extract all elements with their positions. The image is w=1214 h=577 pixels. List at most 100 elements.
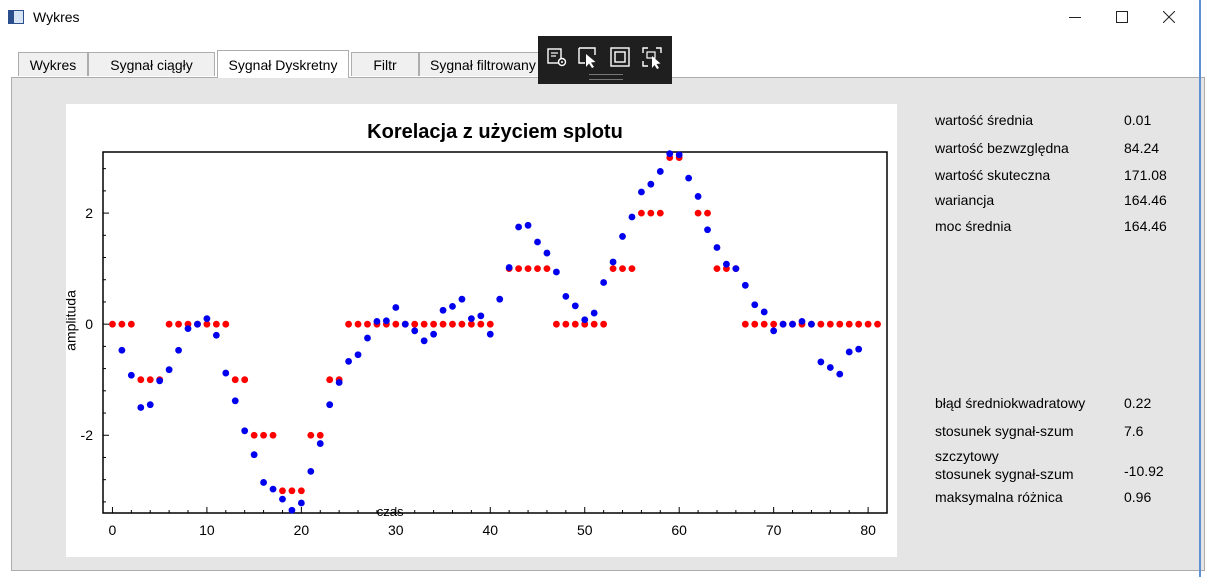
- red-point: [326, 376, 334, 384]
- stat-label: szczytowy: [935, 448, 999, 464]
- blue-point: [704, 226, 711, 234]
- red-point: [864, 320, 872, 328]
- red-point: [817, 320, 825, 328]
- blue-point: [647, 180, 655, 188]
- x-axis-label: czas: [377, 504, 404, 519]
- minimize-button[interactable]: [1052, 0, 1098, 34]
- tab-sygnal-filtrowany[interactable]: Sygnał filtrowany: [419, 52, 549, 76]
- red-point: [534, 265, 541, 273]
- red-point: [231, 376, 239, 384]
- red-point: [288, 487, 296, 495]
- blue-point: [382, 317, 390, 325]
- red-point: [552, 320, 560, 328]
- red-point: [364, 320, 371, 328]
- red-point: [127, 320, 135, 328]
- red-point: [836, 320, 844, 328]
- blue-point: [420, 337, 428, 345]
- red-point: [109, 320, 116, 328]
- track-focus-icon[interactable]: [640, 45, 664, 69]
- close-button[interactable]: [1146, 0, 1192, 34]
- x-tick-label: 70: [766, 522, 782, 538]
- blue-point: [562, 293, 570, 300]
- tab-filtr[interactable]: Filtr: [351, 52, 419, 76]
- stat-value: 164.46: [1124, 192, 1167, 208]
- red-point: [609, 265, 617, 273]
- select-element-icon[interactable]: [576, 45, 600, 69]
- blue-point: [467, 315, 475, 323]
- blue-point: [250, 451, 258, 459]
- stat-label: wartość skuteczna: [935, 167, 1051, 183]
- blue-point: [713, 244, 721, 251]
- blue-point: [666, 150, 674, 158]
- x-tick-label: 0: [109, 522, 117, 538]
- stat-label: maksymalna różnica: [935, 489, 1063, 505]
- blue-point: [175, 346, 182, 354]
- blue-point: [609, 258, 617, 266]
- red-point: [279, 487, 286, 495]
- red-point: [316, 431, 324, 439]
- red-point: [137, 376, 145, 384]
- maximize-button[interactable]: [1099, 0, 1145, 34]
- red-point: [694, 209, 702, 217]
- blue-point: [638, 188, 645, 196]
- plot-frame: [102, 151, 888, 514]
- blue-point: [335, 379, 343, 386]
- blue-point: [817, 358, 825, 366]
- blue-point: [354, 351, 362, 359]
- red-point: [297, 487, 305, 495]
- blue-point: [571, 302, 579, 310]
- blue-point: [297, 499, 305, 507]
- red-point: [647, 209, 655, 217]
- tab-label: Wykres: [29, 57, 77, 73]
- blue-point: [685, 174, 693, 182]
- x-tick-label: 80: [860, 522, 876, 538]
- stat-value: 84.24: [1124, 140, 1160, 156]
- chart-area: Korelacja z użyciem splotu 0 10 20 30 40 50 60 7…: [66, 104, 897, 557]
- stat-label: stosunek sygnał-szum: [935, 423, 1074, 439]
- red-point: [826, 320, 834, 328]
- blue-point: [779, 320, 787, 328]
- red-point: [543, 265, 551, 273]
- red-point: [250, 431, 258, 439]
- red-point: [874, 320, 881, 328]
- stat-value: 0.22: [1124, 395, 1152, 411]
- toolbar-grip[interactable]: [589, 74, 623, 80]
- red-point: [855, 320, 863, 328]
- red-point: [600, 320, 608, 328]
- blue-point: [373, 317, 381, 325]
- blue-point: [288, 506, 296, 514]
- stat-value: -10.92: [1124, 463, 1164, 479]
- blue-point: [222, 369, 230, 377]
- minimize-icon: [1069, 17, 1081, 18]
- chart-title: Korelacja z użyciem splotu: [367, 121, 623, 143]
- debug-overlay-toolbar: [538, 36, 672, 84]
- blue-point: [137, 404, 145, 411]
- blue-point: [269, 485, 277, 493]
- red-point: [562, 320, 570, 328]
- y-axis-label: amplituda: [66, 290, 78, 351]
- red-point: [590, 320, 598, 328]
- layout-adorner-icon[interactable]: [608, 45, 632, 69]
- blue-point: [855, 345, 863, 353]
- settings-cursor-icon[interactable]: [545, 45, 569, 69]
- tab-wykres[interactable]: Wykres: [18, 52, 88, 76]
- tab-sygnal-dyskretny[interactable]: Sygnał Dyskretny: [217, 50, 349, 78]
- blue-point: [486, 330, 494, 338]
- blue-point: [439, 306, 447, 314]
- stat-value: 0.01: [1124, 112, 1152, 128]
- red-point: [420, 320, 428, 328]
- tab-label: Filtr: [373, 57, 397, 73]
- blue-point: [127, 371, 135, 379]
- red-point: [571, 320, 579, 328]
- tab-sygnal-ciagly[interactable]: Sygnał ciągły: [88, 52, 215, 76]
- blue-point: [619, 233, 626, 240]
- window-title: Wykres: [33, 9, 80, 25]
- blue-point: [694, 193, 702, 200]
- x-tick-label: 20: [294, 522, 310, 538]
- blue-point: [241, 427, 249, 435]
- stat-label: moc średnia: [935, 218, 1012, 234]
- blue-point: [279, 495, 286, 503]
- red-point: [619, 265, 626, 273]
- blue-point: [543, 249, 551, 257]
